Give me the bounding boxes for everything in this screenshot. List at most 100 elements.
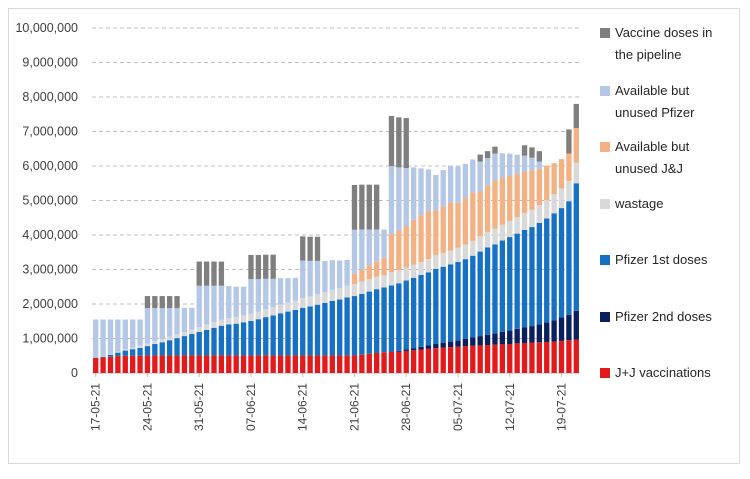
legend: Vaccine doses in the pipeline Available bu… [600, 25, 712, 380]
bar-segment [329, 355, 335, 373]
bar-segment [514, 328, 520, 344]
bar-segment [558, 208, 565, 318]
bar-segment [248, 255, 254, 280]
bar-segment [218, 261, 225, 286]
bar-segment [93, 319, 99, 358]
bar-segment [499, 331, 506, 345]
bar-segment [507, 220, 513, 238]
bar-segment [240, 315, 247, 323]
bar-segment [462, 163, 469, 199]
bar-segment [300, 260, 306, 299]
bar-segment [218, 319, 225, 326]
bar-segment [263, 317, 269, 356]
bar-segment [292, 277, 298, 301]
bar-segment [314, 260, 321, 295]
bar-segment [359, 293, 365, 355]
bar-segment [137, 347, 143, 356]
bar-segment [285, 302, 291, 312]
bar-segment [492, 244, 498, 334]
bar-segment [447, 347, 454, 373]
bar-segment [277, 304, 284, 314]
bar-segment [337, 355, 343, 373]
bar-segment [144, 308, 151, 344]
x-tick-label: 21-06-21 [347, 383, 361, 431]
bar-segment [322, 292, 328, 303]
bar-segment [196, 261, 202, 286]
bar-segment [366, 279, 372, 292]
bar-segment [107, 354, 114, 355]
bar-segment [529, 342, 535, 373]
bar-segment [337, 288, 343, 300]
bar-segment [270, 278, 276, 308]
bar-segment [507, 237, 513, 331]
gridlines [92, 27, 580, 374]
x-axis-ticks: 17-05-21 24-05-21 31-05-21 07-06-21 14-06-21… [89, 373, 569, 431]
bar-segment [462, 244, 469, 260]
bar-segment [388, 115, 395, 166]
bar-segment [492, 146, 498, 154]
bar-segment [263, 309, 269, 318]
bar-segment [521, 212, 528, 230]
bar-segment [374, 229, 380, 262]
bar-segment [137, 345, 143, 348]
bar-segment [529, 157, 535, 171]
bar-segment [418, 168, 424, 216]
bar-segment [544, 165, 550, 201]
legend-label: Pfizer 2nd doses [615, 309, 712, 324]
bar-segment [396, 230, 402, 271]
y-tick-label: 10,000,000 [15, 21, 78, 35]
bar-segment [410, 350, 417, 373]
bar-segment [521, 155, 528, 172]
bar-segment [440, 252, 446, 267]
bar-segment [477, 161, 483, 192]
bar-segment [285, 355, 291, 373]
bar-segment [152, 296, 158, 309]
bar-segment [152, 355, 158, 373]
bar-segment [573, 162, 579, 184]
bar-segment [218, 355, 225, 373]
legend-label: wastage [614, 196, 663, 211]
bar-segment [344, 259, 350, 286]
bar-segment [359, 229, 365, 270]
bar-segment [492, 228, 498, 245]
bar-segment [366, 291, 372, 354]
bar-segment [122, 355, 128, 373]
bar-segment [166, 308, 173, 337]
bar-segment [344, 285, 350, 298]
bar-segment [425, 345, 432, 349]
y-tick-label: 3,000,000 [22, 263, 78, 277]
bar-segment [418, 349, 424, 373]
bar-segment [329, 289, 335, 301]
bar-segment [329, 260, 335, 290]
bar-segment [462, 338, 469, 347]
bar-segment [122, 350, 128, 356]
bar-segment [499, 153, 506, 179]
bar-segment [484, 334, 491, 346]
x-tick-label: 17-05-21 [89, 383, 103, 431]
bar-segment [536, 324, 542, 343]
bar-segment [573, 310, 579, 340]
y-tick-label: 9,000,000 [22, 56, 78, 70]
bar-segment [292, 300, 298, 310]
bar-segment [144, 343, 151, 347]
bar-segment [484, 158, 491, 186]
bar-segment [203, 324, 210, 330]
bar-segment [196, 327, 202, 332]
bar-segment [152, 341, 158, 345]
bar-segment [425, 259, 432, 273]
bar-segment [166, 355, 173, 373]
bar-segment [137, 319, 143, 346]
y-tick-label: 0 [71, 366, 78, 380]
bar-segment [484, 247, 491, 335]
bar-segment [211, 322, 217, 328]
bar-segment [381, 229, 387, 258]
bar-segment [189, 329, 195, 335]
bar-segment [573, 103, 579, 129]
bar-segment [403, 280, 409, 350]
bar-segment [300, 355, 306, 373]
bar-segment [455, 346, 461, 373]
bar-segment [344, 355, 350, 373]
bar-segment [344, 297, 350, 356]
bar-segment [529, 170, 535, 210]
y-tick-label: 4,000,000 [22, 228, 78, 242]
